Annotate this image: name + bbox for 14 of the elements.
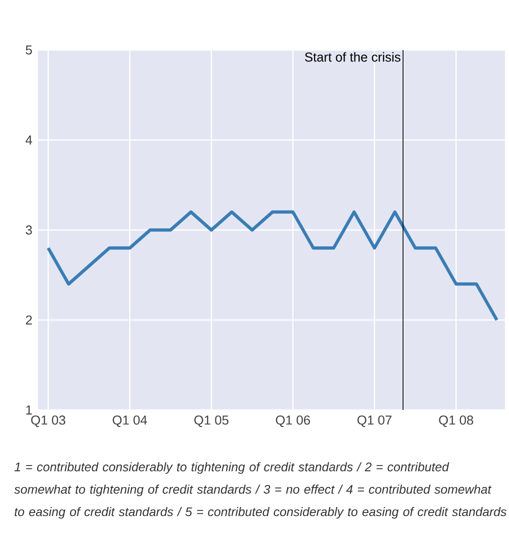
x-tick-label: Q1 04 <box>112 416 147 428</box>
y-tick-label: 3 <box>26 225 32 235</box>
annotation: Start of the crisis <box>304 52 400 62</box>
x-tick-label: Q1 03 <box>31 416 66 428</box>
y-tick-label: 2 <box>26 315 32 325</box>
x-tick-label: Q1 07 <box>357 416 392 428</box>
line-series <box>46 210 498 322</box>
y-tick-label: 1 <box>26 406 32 414</box>
x-tick-label: Q1 08 <box>438 416 474 428</box>
text: 1 = contributed considerably to tightening of credit standards / 2 = contributed somewhat to tightening of credit standards / 3 = no effect / 4 = contributed somewhat to easing of credit standards / 5 = contributed considerably to easing of credit standards <box>14 462 506 519</box>
x-tick-label: Q1 05 <box>194 416 228 428</box>
y-tick-label: 4 <box>25 136 32 144</box>
y-tick-label: 5 <box>26 45 32 55</box>
x-tick-label: Q1 06 <box>276 416 310 428</box>
